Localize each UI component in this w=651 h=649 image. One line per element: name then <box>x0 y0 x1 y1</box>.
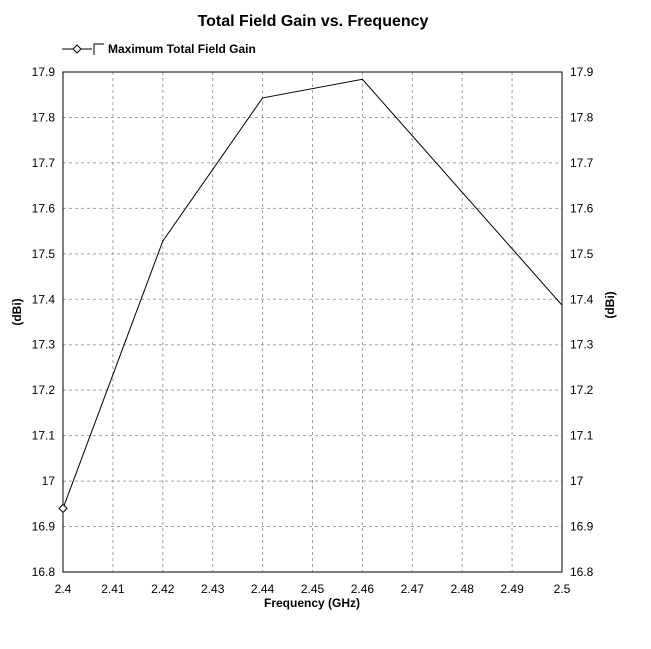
y-tick-label-right: 17 <box>570 474 584 488</box>
y-tick-label-left: 17.6 <box>32 201 56 215</box>
y-tick-label-left: 17.2 <box>32 383 56 397</box>
y-tick-label-left: 16.8 <box>32 565 56 579</box>
x-tick-label: 2.47 <box>401 582 425 596</box>
x-tick-label: 2.46 <box>351 582 375 596</box>
y-tick-label-right: 17.2 <box>570 383 594 397</box>
y-tick-label-right: 17.3 <box>570 338 594 352</box>
x-axis-label: Frequency (GHz) <box>264 596 360 610</box>
y-tick-label-right: 17.1 <box>570 429 594 443</box>
x-tick-label: 2.5 <box>554 582 571 596</box>
y-tick-labels-right: 16.8 16.9 17 17.1 17.2 17.3 17.4 17.5 17.6 17.7 17… <box>570 65 594 579</box>
x-tick-label: 2.48 <box>451 582 475 596</box>
legend-step-icon <box>93 43 104 55</box>
y-tick-label-right: 16.8 <box>570 565 594 579</box>
chart-title: Total Field Gain vs. Frequency <box>198 13 429 30</box>
y-tick-label-left: 17.9 <box>32 65 56 79</box>
y-tick-label-right: 16.9 <box>570 520 594 534</box>
series-group <box>58 78 563 514</box>
grid <box>63 72 562 572</box>
data-point-marker <box>58 503 68 514</box>
legend-label: Maximum Total Field Gain <box>108 42 256 56</box>
y-axis-label-right: (dBi) <box>603 291 617 318</box>
plot-frame <box>62 71 563 573</box>
legend: Maximum Total Field Gain <box>62 42 256 56</box>
x-tick-label: 2.42 <box>151 582 175 596</box>
y-tick-labels-left: 16.8 16.9 17 17.1 17.2 17.3 17.4 17.5 17.6 17.7 17… <box>32 65 56 579</box>
y-tick-label-right: 17.5 <box>570 247 594 261</box>
y-tick-label-right: 17.7 <box>570 156 594 170</box>
y-tick-label-left: 17.8 <box>32 110 56 124</box>
y-tick-label-right: 17.6 <box>570 201 594 215</box>
x-tick-label: 2.43 <box>201 582 225 596</box>
y-tick-label-left: 17.5 <box>32 247 56 261</box>
y-tick-label-left: 17.1 <box>32 429 56 443</box>
y-tick-label-left: 17 <box>42 474 56 488</box>
y-tick-label-left: 17.7 <box>32 156 56 170</box>
x-tick-label: 2.45 <box>301 582 325 596</box>
x-tick-label: 2.44 <box>251 582 275 596</box>
y-tick-label-left: 17.4 <box>32 292 56 306</box>
y-tick-label-left: 16.9 <box>32 520 56 534</box>
y-axis-label-left: (dBi) <box>10 298 24 325</box>
x-tick-label: 2.49 <box>500 582 524 596</box>
x-tick-label: 2.4 <box>55 582 72 596</box>
y-tick-label-right: 17.8 <box>570 110 594 124</box>
legend-marker-icon <box>72 44 82 54</box>
series-line <box>62 78 563 509</box>
y-tick-label-left: 17.3 <box>32 338 56 352</box>
x-tick-labels: 2.4 2.41 2.42 2.43 2.44 2.45 2.46 2.47 2.48 2.49 2… <box>55 582 571 596</box>
x-tick-label: 2.41 <box>101 582 125 596</box>
y-tick-label-right: 17.9 <box>570 65 594 79</box>
y-tick-label-right: 17.4 <box>570 292 594 306</box>
